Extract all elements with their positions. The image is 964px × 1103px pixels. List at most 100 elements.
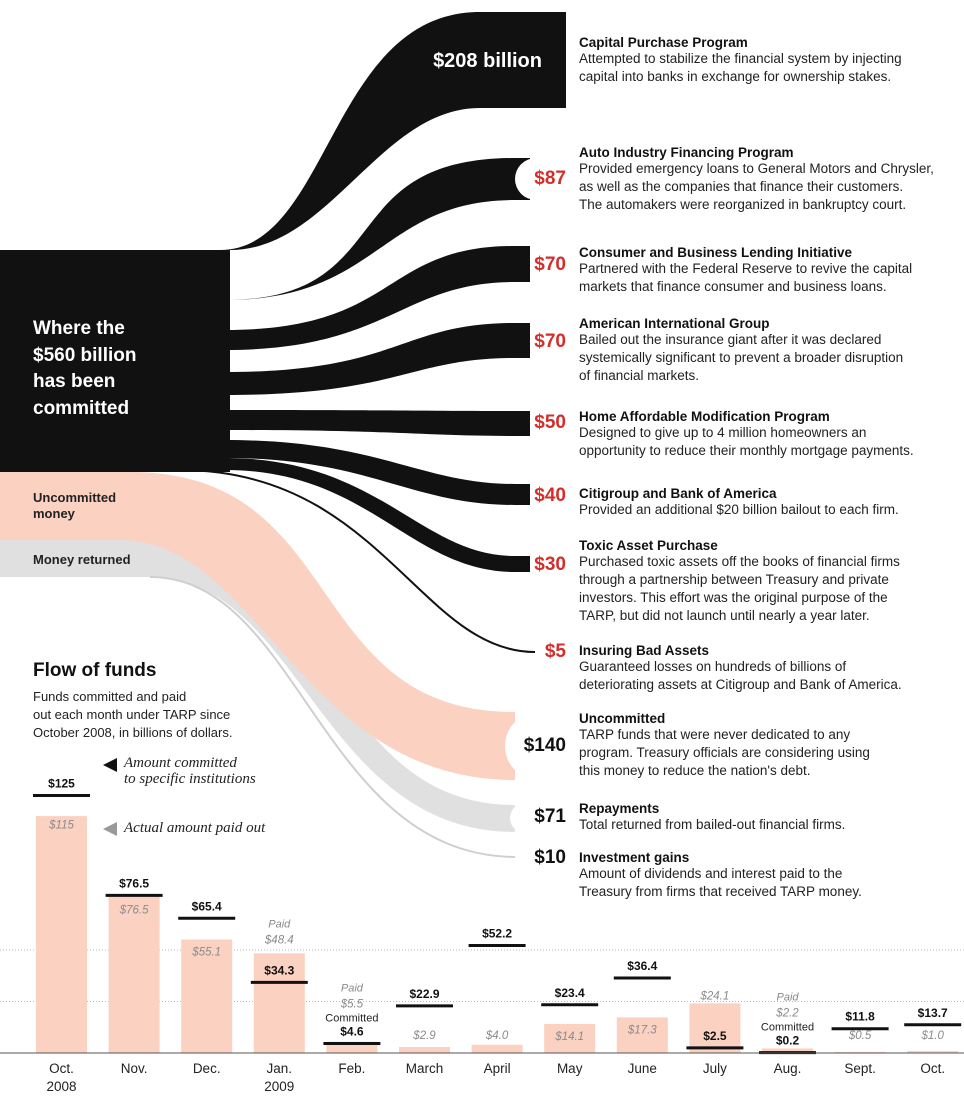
uncommitted-money-label: Uncommitted money bbox=[33, 490, 116, 522]
amount-consumer: $70 bbox=[534, 254, 566, 275]
headline-line-1: Where the bbox=[33, 318, 125, 339]
category-label: 2009 bbox=[264, 1079, 294, 1094]
flow-of-funds-title: Flow of funds bbox=[33, 660, 157, 681]
paid-value-label: $0.5 bbox=[848, 1030, 872, 1042]
program-desc-line: Treasury from firms that received TARP m… bbox=[579, 884, 862, 899]
program-desc-line: Amount of dividends and interest paid to… bbox=[579, 866, 843, 881]
branch-capital-purchase bbox=[220, 12, 566, 250]
amount-capital-purchase: $208 billion bbox=[433, 50, 542, 72]
program-title: Consumer and Business Lending Initiative bbox=[579, 245, 853, 260]
paid-value-label: $48.4 bbox=[264, 934, 294, 946]
cap-auto bbox=[515, 158, 571, 200]
amount-aig: $70 bbox=[534, 331, 566, 352]
program-hamp: Home Affordable Modification Program Des… bbox=[579, 409, 959, 460]
program-investment-gains: Investment gains Amount of dividends and… bbox=[579, 850, 959, 901]
category-label: Jan. bbox=[267, 1061, 293, 1076]
uncommitted-band bbox=[0, 472, 515, 780]
program-title: Home Affordable Modification Program bbox=[579, 409, 830, 424]
program-aig: American International Group Bailed out … bbox=[579, 316, 959, 385]
category-label: Oct. bbox=[920, 1061, 945, 1076]
legend-committed-text: Amount committed to specific institution… bbox=[124, 755, 256, 787]
category-label: March bbox=[406, 1061, 444, 1076]
program-desc-line: capital into banks in exchange for owner… bbox=[579, 69, 892, 84]
legend-committed-line-1: Amount committed bbox=[124, 755, 237, 771]
program-desc-line: Designed to give up to 4 million homeown… bbox=[579, 425, 867, 440]
category-label: April bbox=[484, 1061, 511, 1076]
category-label: Nov. bbox=[121, 1061, 148, 1076]
category-label: May bbox=[557, 1061, 583, 1076]
committed-value-label: $13.7 bbox=[918, 1006, 948, 1020]
committed-value-label: $22.9 bbox=[409, 987, 439, 1001]
paid-bar bbox=[108, 895, 160, 1053]
program-title: Citigroup and Bank of America bbox=[579, 486, 777, 501]
paid-value-label: $1.0 bbox=[921, 1030, 945, 1042]
program-desc-line: Purchased toxic assets off the books of … bbox=[579, 554, 900, 569]
paid-bar bbox=[616, 1017, 668, 1053]
program-desc-line: deteriorating assets at Citigroup and Ba… bbox=[579, 677, 902, 692]
paid-bar bbox=[181, 939, 233, 1053]
committed-value-label: $36.4 bbox=[627, 959, 657, 973]
committed-headline: Where the $560 billion has been committe… bbox=[33, 316, 213, 422]
amount-toxic: $30 bbox=[534, 554, 566, 575]
program-desc-line: opportunity to reduce their monthly mort… bbox=[579, 443, 914, 458]
program-title: Uncommitted bbox=[579, 711, 666, 726]
program-repayments: Repayments Total returned from bailed-ou… bbox=[579, 801, 959, 834]
amount-citi-boa: $40 bbox=[534, 485, 566, 506]
paid-value-label: $24.1 bbox=[700, 990, 730, 1002]
paid-word-label: Paid bbox=[776, 992, 799, 1004]
paid-value-label: $2.9 bbox=[412, 1030, 436, 1042]
paid-bar bbox=[326, 1041, 378, 1053]
amount-insuring: $5 bbox=[544, 641, 566, 662]
amount-auto: $87 bbox=[534, 168, 566, 189]
branch-aig bbox=[225, 323, 530, 395]
program-desc-line: markets that finance consumer and busine… bbox=[579, 279, 887, 294]
committed-value-label: $52.2 bbox=[482, 926, 512, 940]
branch-toxic bbox=[225, 458, 530, 572]
amount-hamp: $50 bbox=[534, 412, 566, 433]
program-insuring: Insuring Bad Assets Guaranteed losses on… bbox=[579, 643, 959, 694]
committed-word-label: Committed bbox=[325, 1013, 378, 1025]
program-desc-line: Partnered with the Federal Reserve to re… bbox=[579, 261, 913, 276]
program-desc-line: Bailed out the insurance giant after it … bbox=[579, 332, 882, 347]
paid-value-label: $17.3 bbox=[627, 1024, 657, 1036]
legend-committed-line-2: to specific institutions bbox=[124, 771, 256, 787]
paid-bar bbox=[907, 1050, 959, 1053]
paid-value-label: $5.5 bbox=[340, 999, 364, 1011]
program-citi-boa: Citigroup and Bank of America Provided a… bbox=[579, 486, 959, 519]
program-desc-line: The automakers were reorganized in bankr… bbox=[579, 197, 907, 212]
cap-uncommitted bbox=[505, 712, 575, 780]
amount-repayments: $71 bbox=[534, 806, 566, 827]
amount-uncommitted: $140 bbox=[523, 735, 566, 756]
program-desc-line: Guaranteed losses on hundreds of billion… bbox=[579, 659, 847, 674]
legend-paid-arrow bbox=[103, 822, 117, 836]
committed-value-label: $34.3 bbox=[264, 963, 294, 977]
branch-insuring bbox=[179, 469, 536, 653]
program-desc-line: through a partnership between Treasury a… bbox=[579, 572, 889, 587]
paid-bar bbox=[762, 1048, 813, 1053]
amount-investment-gains: $10 bbox=[534, 847, 566, 868]
program-desc-line: investors. This effort was the original … bbox=[579, 590, 888, 605]
paid-bar bbox=[689, 1003, 741, 1053]
program-title: Repayments bbox=[579, 801, 660, 816]
flow-bands bbox=[0, 12, 575, 858]
headline-line-4: committed bbox=[33, 397, 130, 419]
paid-word-label: Paid bbox=[268, 918, 291, 930]
committed-value-label: $65.4 bbox=[192, 899, 222, 913]
returned-band bbox=[0, 540, 515, 832]
program-uncommitted: Uncommitted TARP funds that were never d… bbox=[579, 711, 959, 780]
branch-citi-boa bbox=[225, 440, 530, 505]
committed-value-label: $4.6 bbox=[340, 1025, 364, 1039]
branch-hamp bbox=[225, 410, 530, 436]
program-capital-purchase: Capital Purchase Program Attempted to st… bbox=[579, 35, 959, 86]
uncommitted-label-line-1: Uncommitted bbox=[33, 490, 117, 505]
committed-value-label: $76.5 bbox=[119, 876, 149, 890]
category-label: July bbox=[703, 1061, 727, 1076]
category-label: Oct. bbox=[49, 1061, 74, 1076]
program-title: Investment gains bbox=[579, 850, 690, 865]
program-desc-line: as well as the companies that finance th… bbox=[579, 179, 904, 194]
program-desc-line: TARP funds that were never dedicated to … bbox=[579, 727, 851, 742]
paid-bar bbox=[834, 1051, 886, 1053]
program-desc-line: Total returned from bailed-out financial… bbox=[579, 817, 846, 832]
paid-bar bbox=[36, 816, 87, 1053]
